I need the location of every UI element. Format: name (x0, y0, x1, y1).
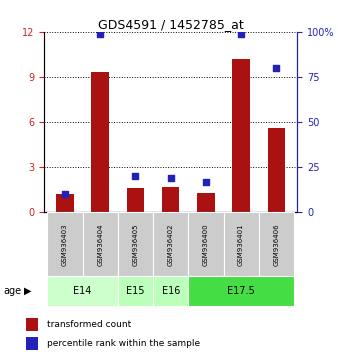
Point (203, 179, 209, 184)
Point (238, 31, 244, 36)
Text: GSM936404: GSM936404 (97, 223, 103, 266)
Bar (118, 276, 153, 306)
Bar (26, 337, 38, 350)
Bar (92, 73, 109, 212)
Point (168, 175, 173, 181)
Text: percentile rank within the sample: percentile rank within the sample (47, 339, 200, 348)
Point (62, 192, 68, 197)
Bar (188, 212, 223, 276)
Bar (47, 276, 118, 306)
Text: E14: E14 (73, 286, 92, 296)
Bar (47, 212, 83, 276)
Text: GSM936406: GSM936406 (273, 223, 279, 266)
Bar (188, 276, 294, 306)
Title: GDS4591 / 1452785_at: GDS4591 / 1452785_at (98, 18, 244, 31)
Bar (83, 212, 118, 276)
Text: GSM936402: GSM936402 (168, 223, 174, 266)
Text: age: age (3, 286, 22, 296)
Bar (223, 212, 259, 276)
Point (133, 173, 138, 179)
Point (274, 65, 279, 71)
Bar (259, 212, 294, 276)
Text: E17.5: E17.5 (227, 286, 255, 296)
Text: E15: E15 (126, 286, 145, 296)
Bar (232, 59, 250, 212)
Bar (26, 318, 38, 331)
Point (98, 31, 103, 36)
Text: transformed count: transformed count (47, 320, 131, 329)
Bar (267, 128, 285, 212)
Bar (153, 212, 188, 276)
Bar (56, 194, 74, 212)
Text: GSM936400: GSM936400 (203, 223, 209, 266)
Bar (197, 193, 215, 212)
Text: ▶: ▶ (24, 286, 31, 296)
Text: E16: E16 (162, 286, 180, 296)
Text: GSM936401: GSM936401 (238, 223, 244, 266)
Bar (118, 212, 153, 276)
Text: GSM936403: GSM936403 (62, 223, 68, 266)
Bar (127, 188, 144, 212)
Text: GSM936405: GSM936405 (132, 223, 139, 266)
Bar (153, 276, 188, 306)
Bar (162, 187, 179, 212)
